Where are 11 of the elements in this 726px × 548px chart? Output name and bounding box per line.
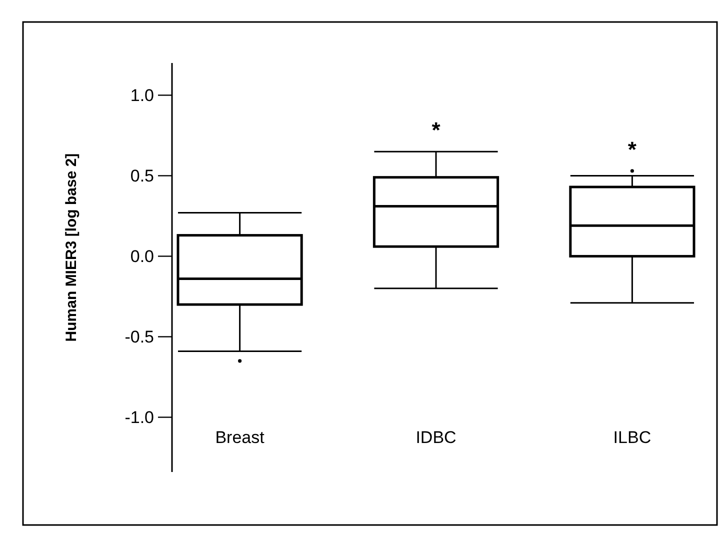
x-tick-label: ILBC <box>613 428 652 447</box>
annotation: * <box>628 136 637 162</box>
y-tick-label: -1.0 <box>124 408 154 428</box>
x-tick-label: IDBC <box>416 428 456 447</box>
annotation: * <box>432 118 441 143</box>
y-tick-label: 0.5 <box>130 166 154 186</box>
x-tick-label: Breast <box>215 428 265 447</box>
y-tick-label: 1.0 <box>130 86 154 106</box>
y-tick-label: -0.5 <box>124 328 154 347</box>
y-axis-title: Human MIER3 [log base 2] <box>63 153 80 342</box>
y-tick-label: 0.0 <box>130 247 154 266</box>
